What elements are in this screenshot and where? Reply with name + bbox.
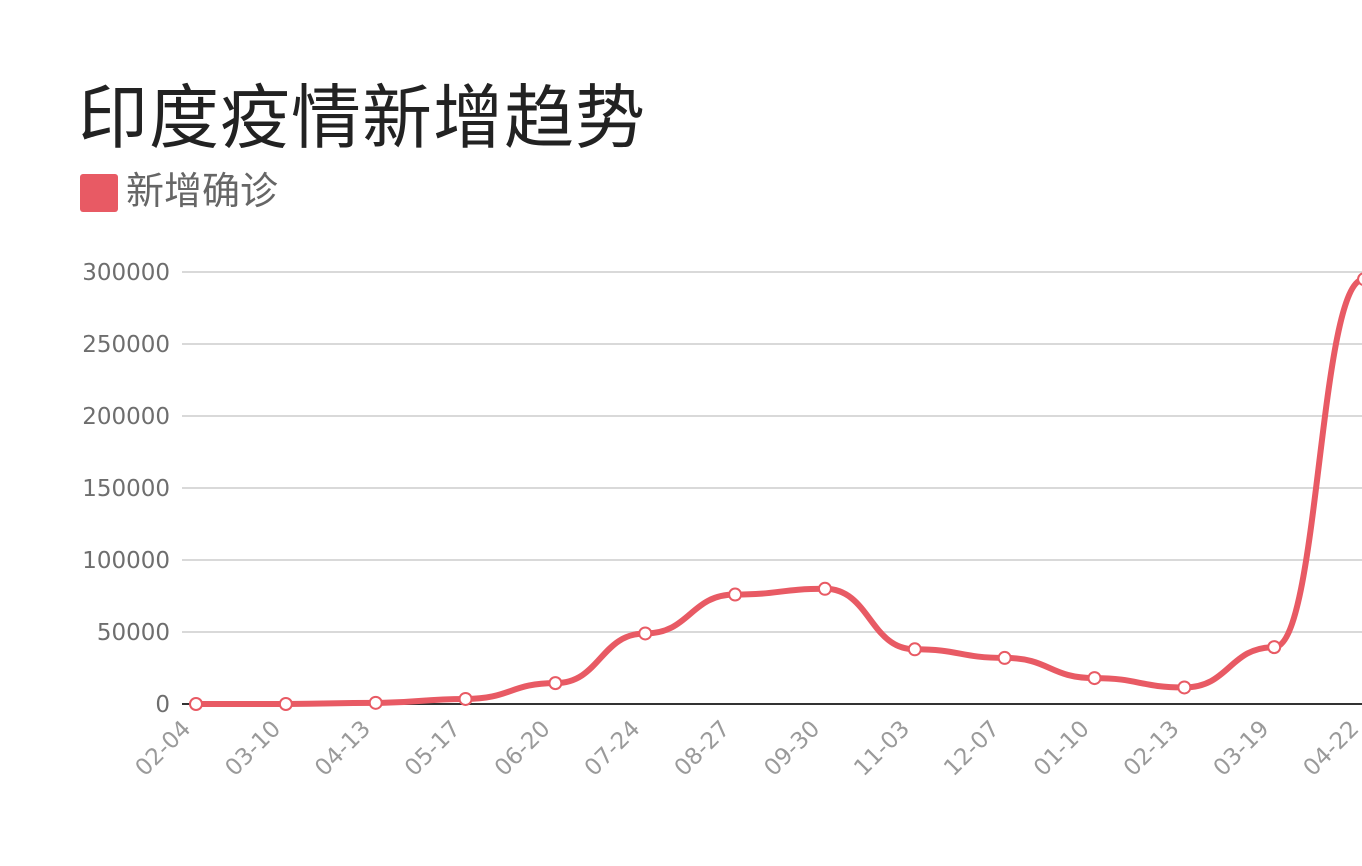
x-tick-label: 07-24 [580,716,646,782]
y-tick-label: 300000 [82,260,170,286]
x-tick-label: 08-27 [670,716,736,782]
data-point[interactable] [1357,272,1362,286]
y-tick-label: 100000 [82,548,170,574]
x-tick-label: 09-30 [760,716,826,782]
y-tick-label: 0 [155,692,170,718]
x-tick-label: 01-10 [1029,716,1095,782]
x-tick-label: 04-13 [310,716,376,782]
chart-title: 印度疫情新增趋势 [78,77,646,159]
x-tick-label: 04-22 [1299,716,1362,782]
x-tick-label: 12-07 [939,716,1005,782]
data-point[interactable] [1267,640,1282,655]
marker-layer [189,272,1362,711]
x-tick-label: 03-10 [220,716,286,782]
data-point[interactable] [1177,680,1192,695]
series-layer [193,276,1362,708]
data-point[interactable] [548,676,563,691]
legend-swatch [80,173,118,212]
y-tick-label: 250000 [82,332,170,358]
data-point[interactable] [728,587,743,602]
x-tick-label: 02-04 [131,716,197,782]
series-line-新增确诊[interactable] [193,276,1362,708]
y-tick-label: 200000 [82,404,170,430]
data-point[interactable] [189,697,203,711]
x-tick-label: 06-20 [490,716,556,782]
x-tick-label: 05-17 [400,716,466,782]
legend[interactable]: 新增确诊 [80,160,278,215]
y-axis: 0 50000 100000 150000 200000 250000 300000 [82,260,170,718]
data-point[interactable] [458,691,473,706]
x-tick-label: 03-19 [1209,716,1275,782]
legend-label: 新增确诊 [126,169,279,213]
data-point[interactable] [997,650,1012,665]
data-point[interactable] [278,697,293,711]
data-point[interactable] [817,581,832,596]
data-point[interactable] [1087,671,1102,686]
data-point[interactable] [907,642,922,657]
data-point[interactable] [638,626,653,641]
x-axis: 02-04 03-10 04-13 05-17 06-20 07-24 08-27 09-30… [131,716,1362,782]
data-point[interactable] [368,695,383,710]
x-tick-label: 02-13 [1119,716,1185,782]
grid-lines [182,271,1362,705]
y-tick-label: 50000 [97,620,170,646]
x-tick-label: 11-03 [849,716,915,782]
y-tick-label: 150000 [82,476,170,502]
